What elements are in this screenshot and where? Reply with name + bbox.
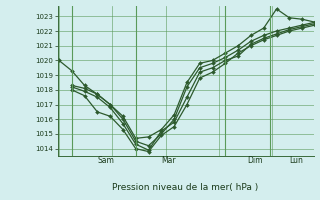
Text: Sam: Sam: [97, 156, 114, 165]
Text: Mar: Mar: [161, 156, 176, 165]
Text: Lun: Lun: [289, 156, 303, 165]
Text: Dim: Dim: [248, 156, 263, 165]
Text: Pression niveau de la mer( hPa ): Pression niveau de la mer( hPa ): [112, 183, 259, 192]
